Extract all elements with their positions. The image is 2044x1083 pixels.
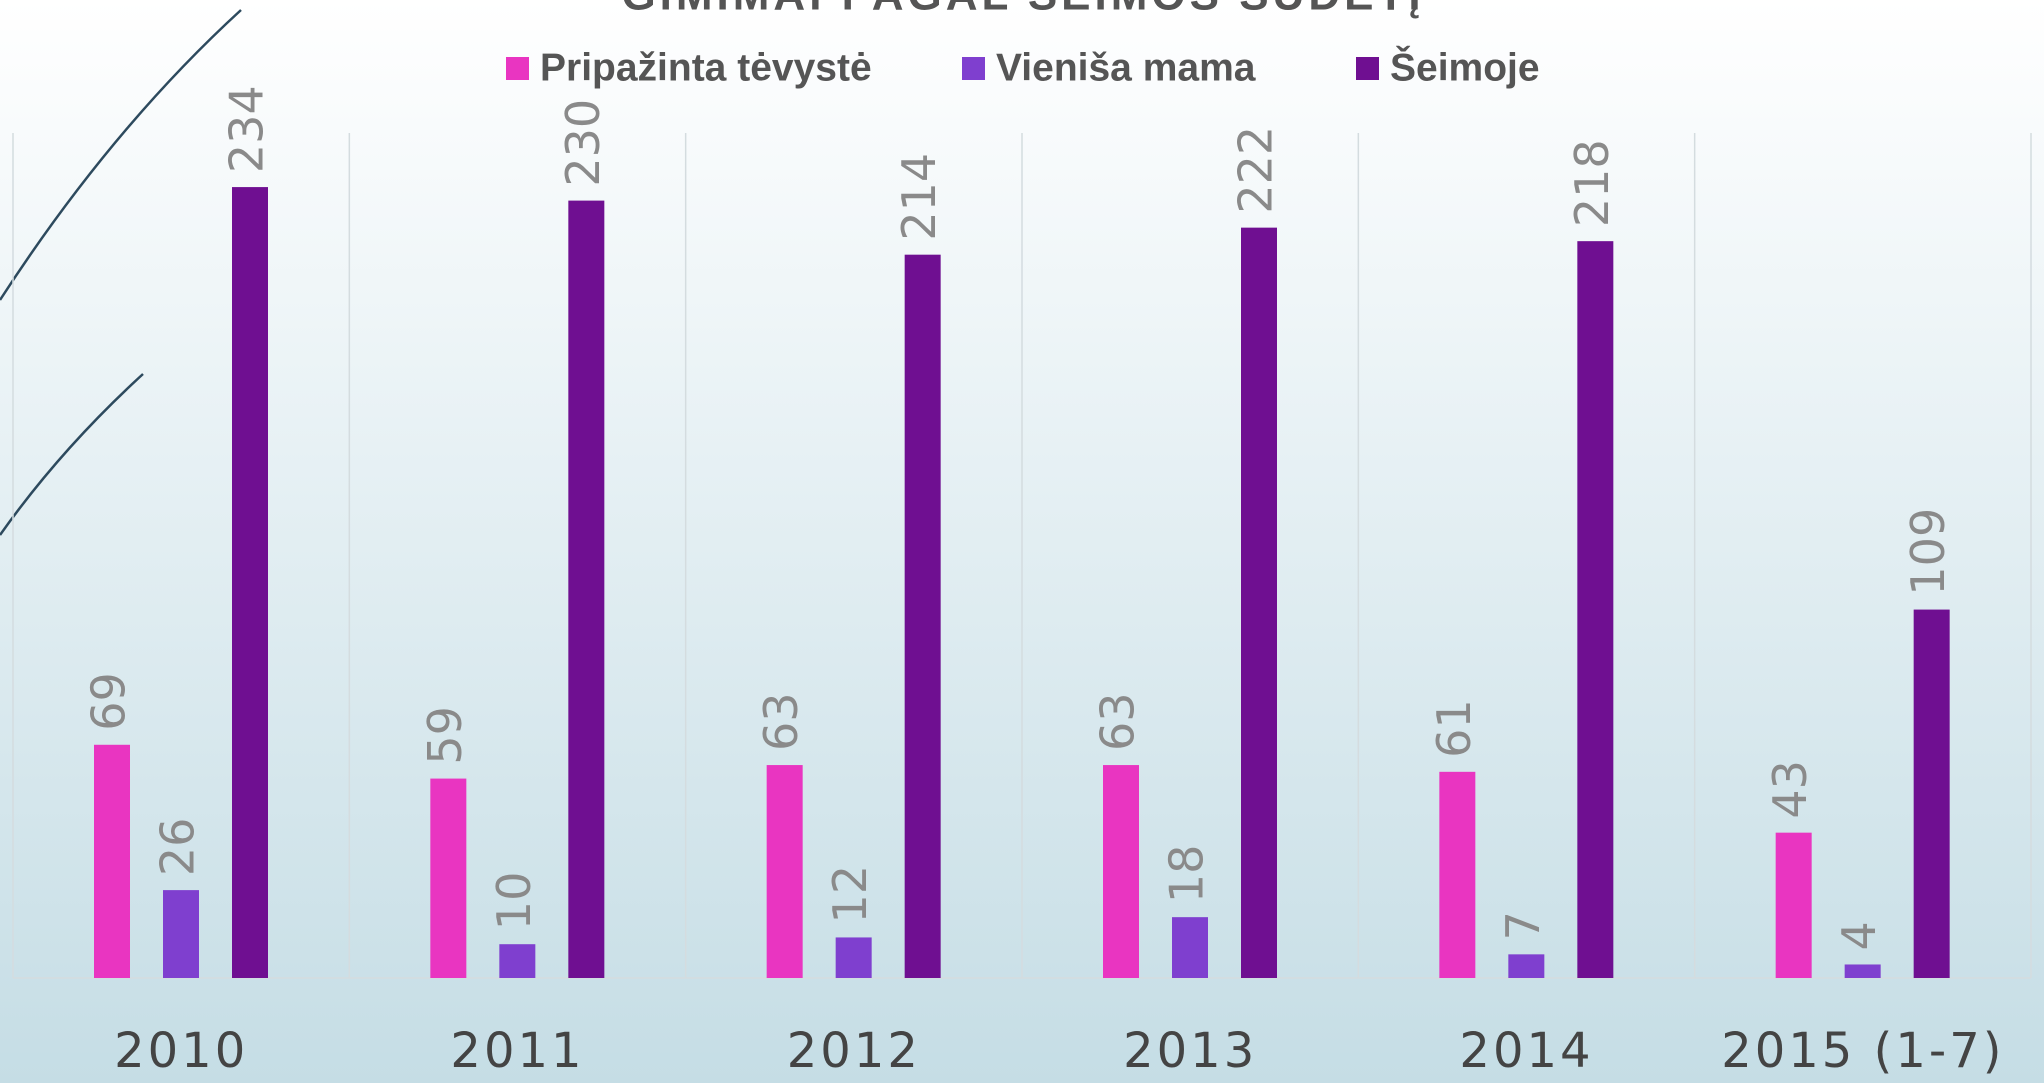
bar — [499, 944, 536, 978]
value-label: 26 — [151, 818, 205, 877]
value-label: 218 — [1565, 139, 1619, 227]
value-label: 10 — [487, 872, 541, 931]
value-label: 63 — [754, 693, 808, 752]
value-label: 214 — [892, 153, 946, 241]
value-label: 59 — [418, 706, 472, 765]
bar — [766, 765, 803, 978]
bar — [1439, 771, 1476, 978]
value-label: 69 — [82, 672, 136, 731]
value-label: 222 — [1229, 126, 1283, 214]
value-label: 18 — [1160, 845, 1214, 904]
x-tick-label: 2010 — [114, 1023, 248, 1079]
bar — [904, 254, 941, 978]
bar — [1241, 227, 1277, 978]
legend-label: Vienišа mama — [996, 46, 1256, 89]
value-label: 4 — [1832, 921, 1886, 950]
legend-swatch — [962, 57, 985, 80]
bar — [163, 890, 199, 978]
x-tick-label: 2011 — [450, 1023, 584, 1079]
value-label: 61 — [1427, 699, 1481, 758]
legend-label: Šeimoje — [1390, 44, 1540, 89]
bar — [1172, 917, 1208, 978]
value-label: 7 — [1496, 911, 1550, 940]
decoration — [0, 373, 144, 536]
bar — [430, 778, 467, 978]
decoration — [0, 9, 242, 301]
bar — [1577, 241, 1614, 978]
chart-title: GIMIMAI PAGAL ŠEIMOS SUDĖTĮ — [621, 0, 1424, 20]
x-tick-label: 2015 (1-7) — [1721, 1023, 2004, 1079]
x-tick-label: 2013 — [1123, 1023, 1257, 1079]
legend-label: Pripažinta tėvystė — [540, 46, 872, 89]
bar — [232, 187, 268, 978]
bar — [1913, 609, 1950, 978]
bar — [1103, 765, 1139, 978]
value-label: 63 — [1091, 693, 1145, 752]
legend-swatch — [506, 57, 529, 80]
bar — [1844, 964, 1881, 978]
value-label: 12 — [823, 865, 877, 924]
bar — [1508, 954, 1545, 978]
value-label: 43 — [1763, 760, 1817, 819]
x-tick-label: 2014 — [1459, 1023, 1593, 1079]
legend-swatch — [1356, 57, 1379, 80]
bar — [94, 744, 130, 978]
value-label: 234 — [220, 85, 274, 173]
x-tick-label: 2012 — [787, 1023, 921, 1079]
bar — [835, 937, 872, 978]
bar — [568, 200, 605, 979]
bar — [1775, 832, 1812, 978]
value-label: 230 — [556, 99, 610, 187]
value-label: 109 — [1901, 508, 1955, 596]
